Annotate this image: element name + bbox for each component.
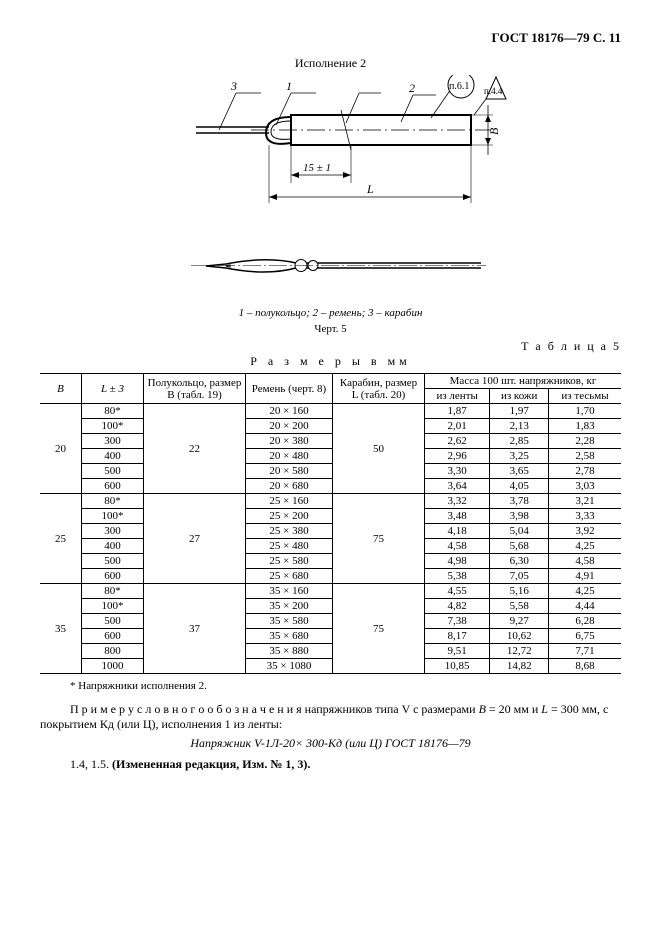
th-B: B xyxy=(40,374,82,404)
dim-15-text: 15 ± 1 xyxy=(303,162,331,174)
table-row: 40020 × 4802,963,252,58 xyxy=(40,449,621,464)
table-row: 60025 × 6805,387,054,91 xyxy=(40,569,621,584)
callout-1-text: п.6.1 xyxy=(449,81,469,92)
table-row: 80035 × 8809,5112,727,71 xyxy=(40,644,621,659)
table-row: 50025 × 5804,986,304,58 xyxy=(40,554,621,569)
th-carabine: Карабин, размер L (табл. 20) xyxy=(333,374,425,404)
table-row: 2580*2725 × 160753,323,783,21 xyxy=(40,494,621,509)
clause-paragraph: 1.4, 1.5. (Измененная редакция, Изм. № 1… xyxy=(40,757,621,772)
table-row: 60020 × 6803,644,053,03 xyxy=(40,479,621,494)
example-code: Напряжник V-1Л-20× 300-Кд (или Ц) ГОСТ 1… xyxy=(40,736,621,751)
table-row: 3580*3735 × 160754,555,164,25 xyxy=(40,584,621,599)
table-number-label: Т а б л и ц а 5 xyxy=(40,339,621,354)
example-paragraph: П р и м е р у с л о в н о г о о б о з н … xyxy=(40,702,621,732)
dim-L-text: L xyxy=(366,182,374,196)
side-drawing xyxy=(40,241,621,295)
table-row: 100035 × 108010,8514,828,68 xyxy=(40,659,621,674)
table-row: 100*25 × 2003,483,983,33 xyxy=(40,509,621,524)
table-row: 30020 × 3802,622,852,28 xyxy=(40,434,621,449)
th-mass: Масса 100 шт. напряжников, кг xyxy=(425,374,622,389)
th-belt: Ремень (черт. 8) xyxy=(246,374,333,404)
th-L: L ± 3 xyxy=(82,374,144,404)
th-mass-leather: из кожи xyxy=(490,389,549,404)
table-row: 100*20 × 2002,012,131,83 xyxy=(40,419,621,434)
leader-1-text: 1 xyxy=(286,79,292,93)
doc-header: ГОСТ 18176—79 С. 11 xyxy=(40,30,621,46)
leader-3-text: 3 xyxy=(230,79,237,93)
th-ring: Полукольцо, размер B (табл. 19) xyxy=(144,374,246,404)
table-row: 40025 × 4804,585,684,25 xyxy=(40,539,621,554)
dimensions-table: B L ± 3 Полукольцо, размер B (табл. 19) … xyxy=(40,373,621,674)
drawing-parts-caption: 1 – полукольцо; 2 – ремень; 3 – карабин xyxy=(40,307,621,319)
table-row: 2080*2220 × 160501,871,971,70 xyxy=(40,404,621,419)
table-row: 100*35 × 2004,825,584,44 xyxy=(40,599,621,614)
table-units: Р а з м е р ы в мм xyxy=(40,354,621,369)
table-row: 50020 × 5803,303,652,78 xyxy=(40,464,621,479)
top-drawing: 3 1 2 п.6.1 п.4.4 B 15 ± 1 L xyxy=(40,75,621,229)
table-row: 30025 × 3804,185,043,92 xyxy=(40,524,621,539)
drawing-variant-title: Исполнение 2 xyxy=(40,56,621,71)
figure-label: Черт. 5 xyxy=(40,323,621,335)
callout-2-text: п.4.4 xyxy=(484,86,503,96)
th-mass-braid: из тесьмы xyxy=(549,389,621,404)
table-footnote: * Напряжники исполнения 2. xyxy=(70,680,621,692)
table-row: 60035 × 6808,1710,626,75 xyxy=(40,629,621,644)
dim-B-text: B xyxy=(487,127,501,135)
th-mass-tape: из ленты xyxy=(425,389,490,404)
leader-2-text: 2 xyxy=(409,81,415,95)
table-row: 50035 × 5807,389,276,28 xyxy=(40,614,621,629)
